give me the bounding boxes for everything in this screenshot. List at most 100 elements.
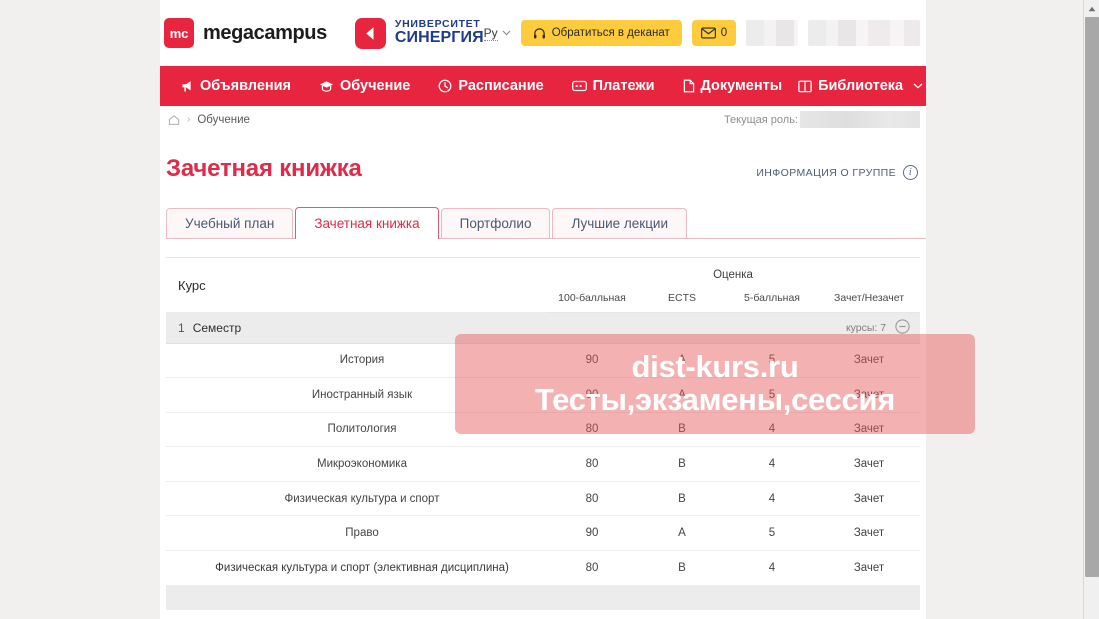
- semester-meta-cell: курсы: 7: [726, 312, 921, 344]
- nav-label: Объявления: [200, 78, 292, 94]
- header-grade-group: Оценка: [713, 269, 753, 281]
- info-icon[interactable]: i: [903, 165, 918, 180]
- tab-gradebook[interactable]: Зачетная книжка: [295, 207, 439, 239]
- cell-score-5: 4: [726, 446, 818, 482]
- document-icon: [683, 79, 694, 93]
- table-row[interactable]: Иностранный язык 90 A 5 Зачет: [166, 377, 921, 413]
- graduation-cap-icon: [319, 81, 334, 92]
- cell-pass-fail: Зачет: [818, 550, 921, 586]
- cell-pass-fail: Зачет: [818, 481, 921, 517]
- group-info-link[interactable]: ИНФОРМАЦИЯ О ГРУППЕ i: [756, 165, 918, 183]
- cell-score-5: 5: [726, 515, 818, 552]
- page-content: mc megacampus УНИВЕРСИТЕТ СИНЕРГИЯ Ру: [160, 0, 975, 619]
- synergy-line-1: УНИВЕРСИТЕТ: [394, 18, 481, 31]
- cell-score-5: 4: [726, 550, 818, 586]
- nav-label: Платежи: [592, 78, 655, 94]
- cell-pass-fail: Зачет: [818, 412, 921, 448]
- messages-button[interactable]: 0: [691, 20, 737, 46]
- scrollbar-thumb[interactable]: [1085, 17, 1099, 577]
- cell-ects: A: [638, 515, 726, 552]
- course-name[interactable]: Иностранный язык: [166, 377, 546, 413]
- cell-ects: B: [638, 412, 726, 448]
- table-row[interactable]: Право 90 A 5 Зачет: [166, 515, 921, 552]
- header-score-5: 5-балльная: [726, 284, 818, 313]
- card-icon: [571, 80, 587, 92]
- cell-score-5: 4: [726, 412, 818, 448]
- cell-score-5: 5: [726, 377, 818, 413]
- tab-label: Портфолио: [459, 216, 532, 231]
- table-header-group-row: Курс Оценка: [166, 258, 920, 293]
- nav-item-documents[interactable]: Документы: [669, 66, 797, 106]
- nav-label: Библиотека: [818, 78, 904, 94]
- table-row[interactable]: Микроэкономика 80 B 4 Зачет: [166, 446, 921, 482]
- megacampus-logo-badge[interactable]: mc: [164, 18, 194, 48]
- nav-item-payments[interactable]: Платежи: [558, 66, 669, 106]
- cell-ects: A: [638, 377, 726, 413]
- current-role: Текущая роль:: [724, 111, 920, 128]
- cell-ects: A: [638, 343, 726, 379]
- cell-pass-fail: Зачет: [818, 446, 921, 482]
- nav-item-announcements[interactable]: Объявления: [166, 66, 305, 106]
- gradebook-table: Курс Оценка 100-балльная ECTS 5-балльная…: [166, 258, 921, 611]
- table-row[interactable]: История 90 A 5 Зачет: [166, 343, 921, 379]
- headset-icon: [533, 27, 545, 39]
- table-row[interactable]: Физическая культура и спорт 80 B 4 Зачет: [166, 481, 921, 517]
- tab-best-lectures[interactable]: Лучшие лекции: [552, 208, 688, 238]
- synergy-logo-icon[interactable]: [354, 17, 386, 49]
- current-role-label: Текущая роль:: [723, 113, 798, 126]
- cell-score-5: 5: [726, 343, 818, 379]
- nav-label: Документы: [700, 78, 783, 94]
- tab-portfolio[interactable]: Портфолио: [440, 208, 551, 238]
- breadcrumb-separator: ›: [187, 114, 191, 125]
- redacted-user-block-2: [808, 20, 921, 46]
- course-name[interactable]: Микроэкономика: [166, 446, 546, 482]
- table-header-sub-row: 100-балльная ECTS 5-балльная Зачет/Незач…: [166, 284, 921, 313]
- tab-curriculum[interactable]: Учебный план: [166, 208, 294, 238]
- breadcrumb-item-education[interactable]: Обучение: [197, 113, 250, 126]
- course-name[interactable]: Право: [166, 515, 546, 552]
- megacampus-logo-text[interactable]: megacampus: [203, 21, 327, 44]
- semester-header-row[interactable]: 1 Семестр курсы: 7: [166, 312, 921, 344]
- synergy-logo-text[interactable]: УНИВЕРСИТЕТ СИНЕРГИЯ: [395, 19, 484, 46]
- breadcrumb: › Обучение Текущая роль:: [160, 106, 926, 133]
- semester-word: Семестр: [192, 320, 242, 335]
- semester-number: 1: [178, 320, 185, 335]
- page-title-row: Зачетная книжка ИНФОРМАЦИЯ О ГРУППЕ i: [160, 133, 926, 183]
- cell-pass-fail: Зачет: [818, 377, 921, 413]
- contact-deanery-button[interactable]: Обратиться в деканат: [520, 20, 682, 46]
- cell-ects: B: [638, 481, 726, 517]
- header-actions: Ру Обратиться в деканат: [483, 20, 921, 46]
- nav-item-library[interactable]: Библиотека: [796, 66, 929, 106]
- cell-score-100: 80: [546, 446, 638, 482]
- home-icon[interactable]: [168, 114, 180, 126]
- minus-circle-icon[interactable]: [895, 318, 910, 337]
- semester-course-count: курсы: 7: [845, 321, 887, 334]
- cell-score-100: 90: [546, 343, 638, 379]
- cell-ects: B: [638, 550, 726, 586]
- cell-score-100: 80: [546, 481, 638, 517]
- cell-score-100: 80: [546, 412, 638, 448]
- nav-item-education[interactable]: Обучение: [305, 66, 424, 106]
- header-score-ects: ECTS: [638, 284, 726, 313]
- table-row[interactable]: Политология 80 B 4 Зачет: [166, 412, 921, 448]
- cell-pass-fail: Зачет: [818, 343, 921, 379]
- nav-label: Расписание: [458, 78, 544, 94]
- cell-ects: B: [638, 446, 726, 482]
- header-score-100: 100-балльная: [546, 284, 638, 313]
- course-name: Физическая культура и спорт (элективная …: [166, 550, 546, 586]
- header-course: Курс: [178, 277, 206, 293]
- tab-label: Зачетная книжка: [314, 216, 420, 231]
- next-semester-cell: [166, 585, 921, 611]
- tab-label: Учебный план: [185, 216, 275, 231]
- course-name[interactable]: История: [166, 343, 546, 379]
- course-name[interactable]: Физическая культура и спорт: [166, 481, 546, 517]
- scrollbar-up-arrow[interactable]: [1084, 0, 1099, 17]
- table-row[interactable]: Физическая культура и спорт (элективная …: [166, 550, 921, 586]
- next-semester-header-row[interactable]: [166, 585, 921, 611]
- nav-item-schedule[interactable]: Расписание: [424, 66, 557, 106]
- chevron-down-icon: [913, 83, 923, 89]
- course-name[interactable]: Политология: [166, 412, 546, 448]
- browser-scrollbar[interactable]: [1083, 0, 1099, 619]
- language-selector[interactable]: Ру: [483, 26, 511, 41]
